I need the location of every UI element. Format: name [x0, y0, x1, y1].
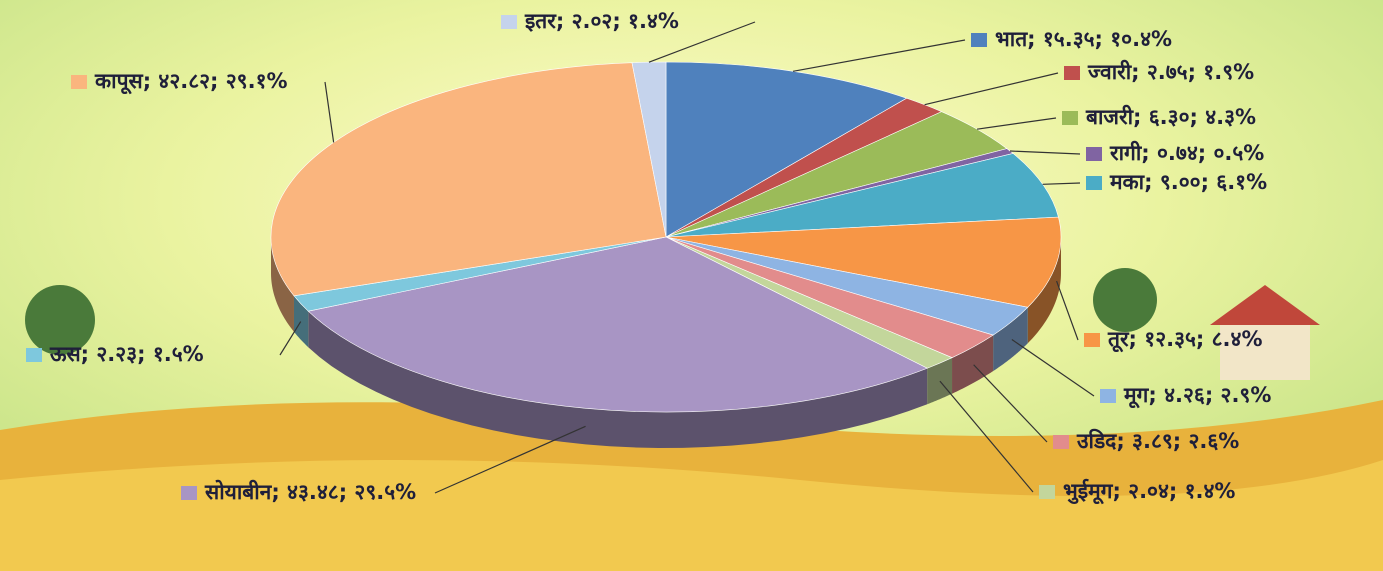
pie-side: [1027, 237, 1061, 344]
leader-line: [324, 81, 335, 143]
legend-swatch: [1039, 485, 1055, 499]
data-label: बाजरी; ६.३०; ४.३%: [1085, 104, 1256, 129]
legend-swatch: [1086, 176, 1102, 190]
legend-swatch: [1086, 147, 1102, 161]
roof: [1210, 285, 1320, 325]
legend-swatch: [501, 15, 517, 29]
data-label: सोयाबीन; ४३.४८; २९.५%: [204, 479, 416, 504]
leader-line: [1056, 280, 1079, 341]
legend-swatch: [1053, 435, 1069, 449]
pie-side: [308, 311, 928, 448]
pie-slice: [307, 236, 929, 413]
leader-line: [924, 72, 1059, 106]
data-label: कापूस; ४२.८२; २९.१%: [94, 69, 288, 95]
pie-side: [993, 307, 1028, 372]
leader-line: [434, 425, 586, 494]
legend-swatch: [26, 348, 42, 362]
legend-swatch: [971, 33, 987, 47]
leader-line: [1009, 150, 1081, 155]
legend-swatch: [71, 75, 87, 89]
legend-swatch: [1064, 66, 1080, 80]
house: [1220, 320, 1310, 380]
pie-side: [952, 335, 994, 394]
labels: भात; १५.३५; १०.४% ज्वारी; २.७५; १.९% बाजरी…: [26, 9, 1271, 505]
leader-line: [792, 39, 966, 72]
data-label: तूर; १२.३५; ८.४%: [1107, 327, 1263, 353]
pie-side: [271, 237, 294, 332]
legend-swatch: [1100, 389, 1116, 403]
tree: [1093, 268, 1157, 332]
field: [0, 460, 1383, 571]
leader-line: [1011, 339, 1095, 397]
data-label: ऊस; २.२३; १.५%: [49, 342, 204, 366]
pie: [270, 61, 1062, 448]
leader-line: [939, 380, 1034, 493]
leader-line: [977, 117, 1057, 130]
data-label: रागी; ०.७४; ०.५%: [1109, 140, 1264, 165]
data-label: मूग; ४.२६; २.९%: [1123, 383, 1271, 409]
data-label: उडिद; ३.८९; २.६%: [1076, 428, 1239, 453]
data-label: ज्वारी; २.७५; १.९%: [1087, 59, 1254, 84]
pie-slice: [270, 62, 667, 297]
legend-swatch: [1084, 333, 1100, 347]
leader-line: [1042, 182, 1081, 185]
data-label: मका; ९.००; ६.१%: [1109, 170, 1267, 194]
pie-slice: [665, 216, 1062, 308]
tree: [25, 285, 95, 355]
data-label: इतर; २.०२; १.४%: [524, 9, 679, 33]
leader-line: [648, 21, 756, 63]
leader-line: [279, 321, 302, 356]
data-label: भात; १५.३५; १०.४%: [995, 27, 1172, 51]
data-label: भुईमूग; २.०४; १.४%: [1063, 478, 1235, 505]
legend-swatch: [181, 486, 197, 500]
pie-side: [927, 357, 953, 405]
pie-side: [293, 295, 309, 348]
pie-slice: [665, 153, 1059, 238]
legend-swatch: [1062, 111, 1078, 125]
leader-line: [973, 364, 1048, 443]
